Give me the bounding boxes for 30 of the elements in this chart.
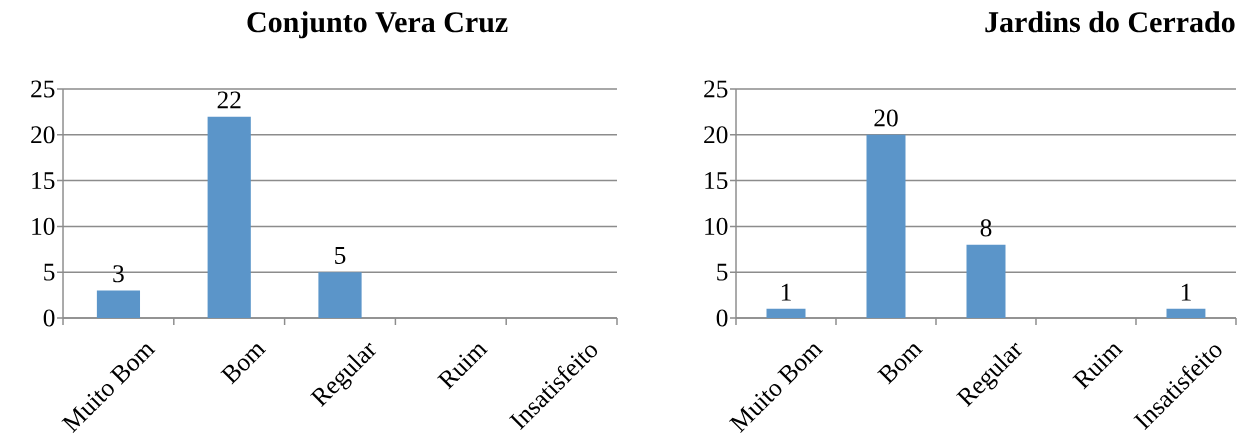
- y-tick-label: 25: [31, 80, 55, 98]
- bar: [766, 308, 806, 318]
- bar: [1166, 308, 1206, 318]
- bar: [966, 244, 1006, 318]
- y-tick-label: 10: [705, 217, 728, 235]
- x-tick-label: Bom: [877, 344, 923, 385]
- y-tick-label: 10: [32, 217, 55, 235]
- bar: [207, 116, 251, 318]
- chart-title: Conjunto Vera Cruz: [247, 11, 508, 39]
- y-tick-label: 0: [43, 309, 55, 327]
- data-label: 8: [980, 219, 992, 237]
- bar: [96, 290, 141, 318]
- y-tick-label: 5: [717, 263, 728, 281]
- y-tick-label: 5: [44, 263, 55, 281]
- x-tick-label: Bom: [220, 344, 267, 385]
- y-tick-label: 15: [705, 172, 728, 190]
- data-label: 5: [335, 247, 346, 264]
- data-label: 20: [874, 109, 898, 127]
- data-label: 3: [113, 265, 124, 283]
- data-label: 22: [217, 91, 241, 109]
- chart-title: Jardins do Cerrado: [985, 11, 1235, 33]
- y-tick-label: 20: [704, 126, 728, 144]
- y-tick-label: 25: [704, 80, 728, 98]
- data-label: 1: [1181, 283, 1191, 301]
- data-label: 1: [781, 283, 791, 301]
- bar: [318, 272, 362, 318]
- y-tick-label: 0: [716, 309, 728, 327]
- y-tick-label: 15: [32, 172, 55, 190]
- y-tick-label: 20: [31, 126, 55, 144]
- bar: [866, 134, 906, 318]
